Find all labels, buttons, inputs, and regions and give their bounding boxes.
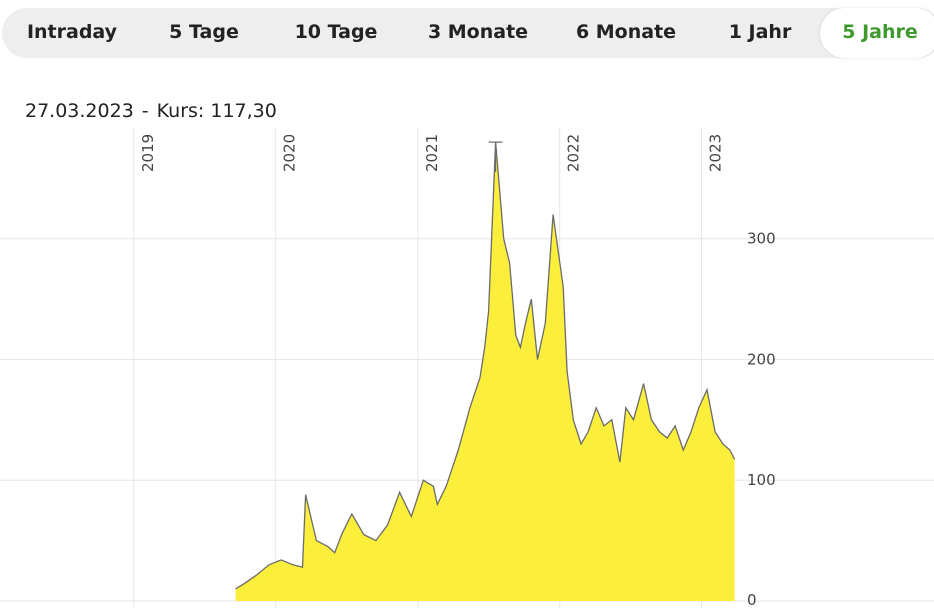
x-tick-label: 2021 <box>423 134 441 172</box>
price-area <box>235 142 735 601</box>
period-tab-bar: Intraday 5 Tage 10 Tage 3 Monate 6 Monat… <box>2 8 934 58</box>
price-label: Kurs: <box>156 100 205 122</box>
x-axis-labels: 2019 2020 2021 2022 2023 <box>139 134 725 172</box>
tab-5-tage[interactable]: 5 Tage <box>169 21 239 43</box>
tab-3-monate[interactable]: 3 Monate <box>427 21 529 43</box>
price-value: 117,30 <box>210 100 277 122</box>
y-tick-label: 200 <box>747 350 776 368</box>
y-tick-label: 300 <box>747 230 776 248</box>
x-tick-label: 2019 <box>139 134 157 172</box>
tab-6-monate[interactable]: 6 Monate <box>575 21 677 43</box>
price-line <box>235 142 736 590</box>
x-tick-label: 2022 <box>565 134 583 172</box>
price-date: 27.03.2023 <box>25 100 134 122</box>
x-tick-label: 2023 <box>707 134 725 172</box>
info-separator: - <box>141 100 149 122</box>
y-tick-label: 0 <box>747 591 757 608</box>
tab-10-tage[interactable]: 10 Tage <box>294 21 378 43</box>
price-info: 27.03.2023- Kurs: 117,30 <box>25 100 277 122</box>
y-tick-label: 100 <box>747 471 776 489</box>
tab-intraday[interactable]: Intraday <box>26 21 118 43</box>
y-axis-labels: 0 100 200 300 <box>747 230 776 608</box>
tab-5-jahre[interactable]: 5 Jahre <box>820 8 934 58</box>
tab-1-jahr[interactable]: 1 Jahr <box>728 21 792 43</box>
x-tick-label: 2020 <box>281 134 299 172</box>
